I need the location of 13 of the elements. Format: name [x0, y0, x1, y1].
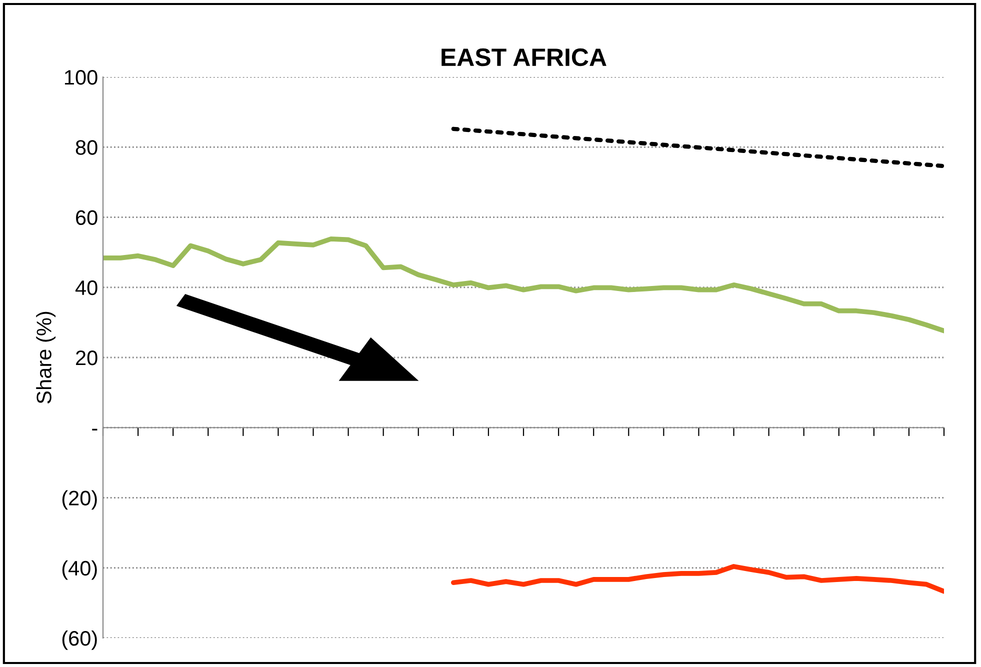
y-tick-label: 40	[75, 280, 98, 296]
line-series	[450, 564, 944, 594]
y-tick-label: (60)	[62, 630, 97, 650]
y-tick-label: 100	[64, 70, 98, 85]
y-tick-label: 20	[76, 350, 98, 366]
y-tick-label: -	[92, 428, 98, 430]
y-tick-label: (40)	[62, 560, 97, 580]
chart-title: EAST AFRICA	[442, 48, 606, 66]
line-series	[103, 236, 944, 334]
y-axis-title: Share (%)	[36, 312, 56, 404]
y-tick-label: 80	[76, 140, 98, 155]
y-tick-label: (20)	[62, 490, 97, 510]
y-tick-label: 60	[76, 210, 98, 226]
